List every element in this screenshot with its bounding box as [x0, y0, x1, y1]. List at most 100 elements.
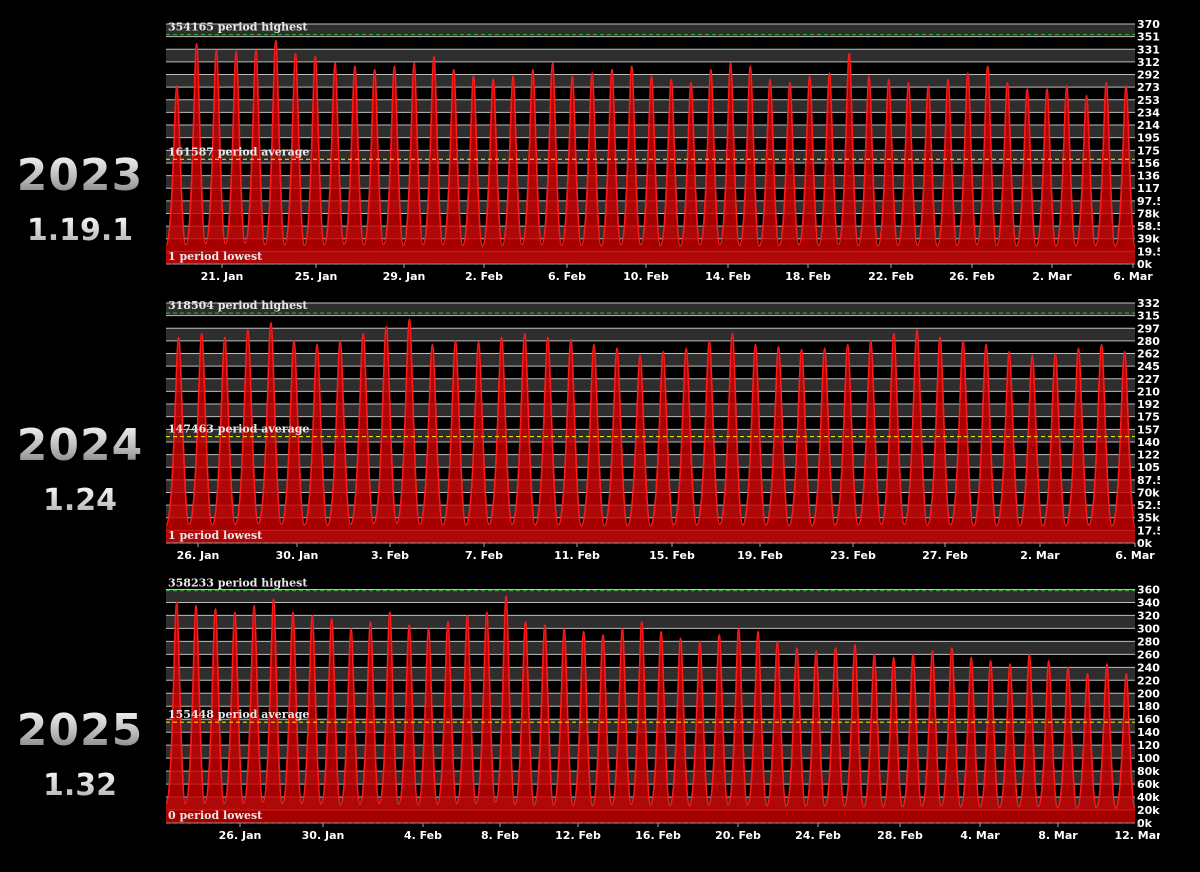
version-label: 1.32	[0, 768, 160, 803]
version-label: 1.24	[0, 483, 160, 518]
x-tick-label: 12. Mar	[1114, 829, 1160, 842]
x-tick-label: 11. Feb	[554, 549, 600, 562]
y-tick-label: 175.5k	[1137, 144, 1160, 157]
y-tick-label: 312k	[1137, 56, 1160, 69]
y-tick-label: 180k	[1137, 700, 1160, 713]
y-tick-label: 340k	[1137, 596, 1160, 609]
y-tick-label: 78k	[1137, 207, 1160, 220]
y-tick-label: 70k	[1137, 486, 1160, 499]
x-tick-label: 26. Jan	[219, 829, 262, 842]
y-tick-label: 87.5k	[1137, 474, 1160, 487]
x-tick-label: 30. Jan	[276, 549, 319, 562]
x-tick-label: 18. Feb	[785, 270, 831, 283]
y-tick-label: 97.5k	[1137, 195, 1160, 208]
x-tick-label: 26. Feb	[949, 270, 995, 283]
y-tick-label: 360k	[1137, 583, 1160, 596]
y-tick-label: 35k	[1137, 512, 1160, 525]
y-tick-label: 122.5k	[1137, 449, 1160, 462]
x-tick-label: 4. Feb	[404, 829, 442, 842]
y-tick-label: 100k	[1137, 752, 1160, 765]
y-tick-label: 210k	[1137, 385, 1160, 398]
y-tick-label: 280k	[1137, 635, 1160, 648]
highest-label: 358233 period highest	[168, 577, 308, 590]
y-tick-label: 175k	[1137, 411, 1160, 424]
series-line	[165, 39, 1136, 247]
lowest-label: 1 period lowest	[168, 250, 263, 263]
y-tick-label: 214.5k	[1137, 119, 1160, 132]
y-tick-label: 156k	[1137, 157, 1160, 170]
x-tick-label: 8. Mar	[1038, 829, 1078, 842]
year-label: 2025	[0, 705, 160, 756]
x-tick-label: 25. Jan	[295, 270, 338, 283]
average-label: 147463 period average	[168, 423, 309, 436]
year-label: 2023	[0, 150, 160, 201]
y-tick-label: 52.5k	[1137, 499, 1160, 512]
y-tick-label: 370.5k	[1137, 18, 1160, 31]
y-tick-label: 300k	[1137, 622, 1160, 635]
y-tick-label: 58.5k	[1137, 220, 1160, 233]
y-tick-label: 200k	[1137, 687, 1160, 700]
y-tick-label: 253.5k	[1137, 94, 1160, 107]
y-tick-label: 157.5k	[1137, 423, 1160, 436]
highest-label: 318504 period highest	[168, 299, 308, 312]
x-tick-label: 12. Feb	[555, 829, 601, 842]
y-tick-label: 136.5k	[1137, 170, 1160, 183]
average-label: 161587 period average	[168, 145, 309, 158]
lowest-label: 0 period lowest	[168, 809, 263, 822]
x-tick-label: 2. Feb	[465, 270, 503, 283]
grid-band	[166, 589, 1135, 603]
y-tick-label: 195k	[1137, 132, 1160, 145]
chart-2023: 370.5k351k331.5k312k292.5k273k253.5k234k…	[165, 18, 1160, 283]
x-tick-label: 20. Feb	[715, 829, 761, 842]
y-tick-label: 140k	[1137, 436, 1160, 449]
y-tick-label: 20k	[1137, 804, 1160, 817]
y-tick-label: 234k	[1137, 106, 1160, 119]
y-tick-label: 351k	[1137, 31, 1160, 44]
series-area	[166, 319, 1135, 543]
highest-label: 354165 period highest	[168, 21, 308, 34]
x-tick-label: 24. Feb	[795, 829, 841, 842]
y-tick-label: 315k	[1137, 310, 1160, 323]
y-tick-label: 227.5k	[1137, 373, 1160, 386]
grid-band	[166, 24, 1135, 37]
y-tick-label: 332.5k	[1137, 297, 1160, 310]
y-tick-label: 280k	[1137, 335, 1160, 348]
x-tick-label: 27. Feb	[922, 549, 968, 562]
grid-band	[166, 303, 1135, 316]
x-tick-label: 23. Feb	[830, 549, 876, 562]
x-tick-label: 4. Mar	[960, 829, 1000, 842]
chart-2024: 332.5k315k297.5k280k262.5k245k227.5k210k…	[165, 297, 1160, 562]
y-tick-label: 331.5k	[1137, 43, 1160, 56]
series-line	[165, 595, 1136, 809]
y-tick-label: 260k	[1137, 648, 1160, 661]
grid-band	[166, 328, 1135, 341]
x-tick-label: 6. Feb	[548, 270, 586, 283]
panel-label-2025: 2025 1.32	[0, 705, 160, 803]
y-tick-label: 297.5k	[1137, 322, 1160, 335]
y-tick-label: 140k	[1137, 726, 1160, 739]
y-tick-label: 273k	[1137, 81, 1160, 94]
x-tick-label: 21. Jan	[201, 270, 244, 283]
year-label: 2024	[0, 420, 160, 471]
y-tick-label: 262.5k	[1137, 348, 1160, 361]
x-tick-label: 16. Feb	[635, 829, 681, 842]
x-tick-label: 10. Feb	[623, 270, 669, 283]
panel-label-2024: 2024 1.24	[0, 420, 160, 518]
y-tick-label: 120k	[1137, 739, 1160, 752]
y-tick-label: 117k	[1137, 182, 1160, 195]
grid-band	[166, 615, 1135, 629]
x-tick-label: 22. Feb	[868, 270, 914, 283]
y-tick-label: 80k	[1137, 765, 1160, 778]
grid-band	[166, 353, 1135, 367]
y-tick-label: 60k	[1137, 778, 1160, 791]
y-tick-label: 320k	[1137, 609, 1160, 622]
x-tick-label: 6. Mar	[1115, 549, 1155, 562]
y-tick-label: 0k	[1137, 817, 1153, 830]
x-tick-label: 15. Feb	[649, 549, 695, 562]
version-label: 1.19.1	[0, 213, 160, 248]
x-tick-label: 14. Feb	[705, 270, 751, 283]
x-tick-label: 19. Feb	[737, 549, 783, 562]
grid-band	[166, 378, 1135, 392]
chart-2025: 360k340k320k300k280k260k240k220k200k180k…	[165, 577, 1160, 842]
panel-label-2023: 2023 1.19.1	[0, 150, 160, 248]
